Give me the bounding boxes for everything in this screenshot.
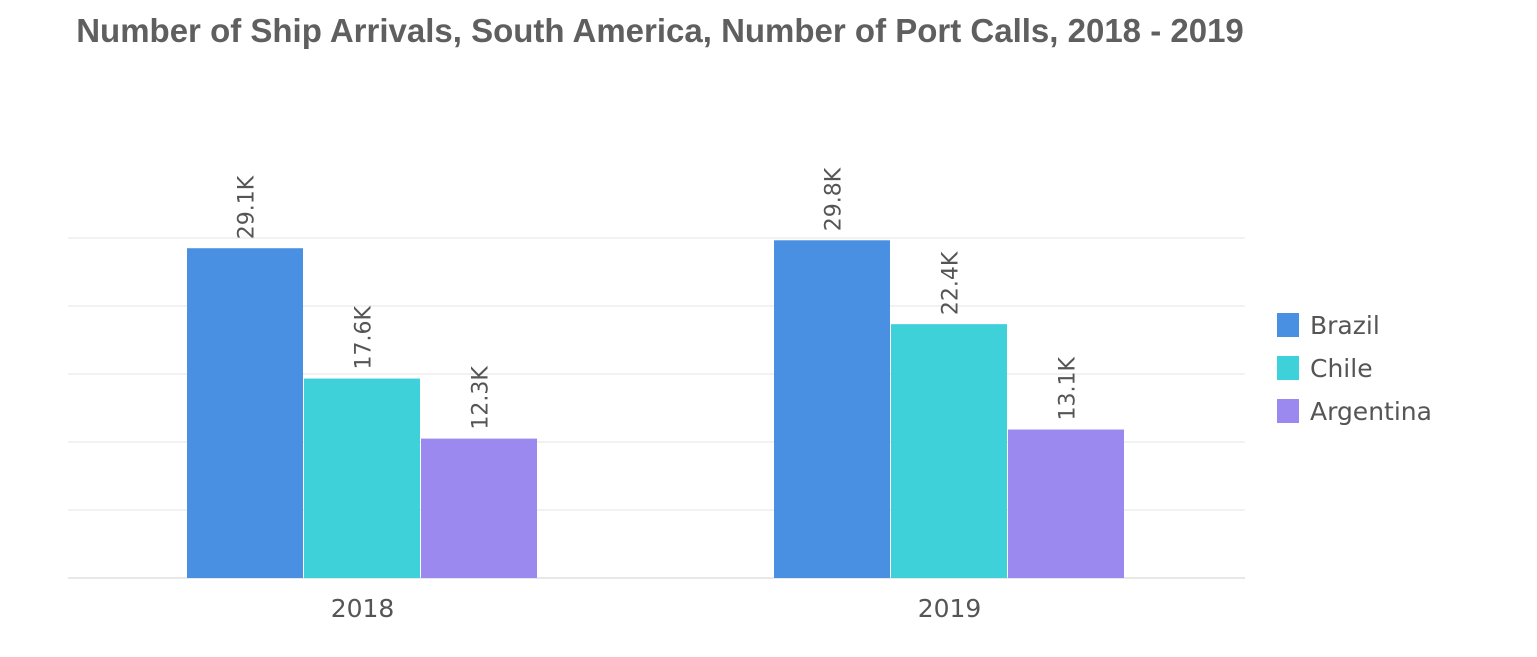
legend-label-brazil[interactable]: Brazil [1310,311,1380,340]
bar-chile-2018[interactable] [304,378,420,578]
bar-argentina-2019[interactable] [1008,429,1124,578]
bar-chile-2019[interactable] [891,324,1007,578]
bar-argentina-2018[interactable] [421,438,537,578]
x-tick-label-2019: 2019 [918,594,982,623]
legend: Brazil Chile Argentina [1277,311,1432,426]
data-label: 29.8K [822,167,847,231]
bar-brazil-2019[interactable] [774,240,890,578]
data-label: 17.6K [352,306,377,370]
x-tick-label-2018: 2018 [331,594,395,623]
legend-swatch-brazil [1277,313,1299,337]
data-label: 12.3K [469,366,494,430]
chart-title: Number of Ship Arrivals, South America, … [76,12,1244,49]
data-label: 22.4K [939,251,964,315]
legend-label-argentina[interactable]: Argentina [1310,397,1432,426]
legend-swatch-argentina [1277,399,1299,423]
data-label: 29.1K [235,175,260,239]
x-axis-labels: 2018 2019 [331,594,982,623]
data-label: 13.1K [1056,357,1081,421]
bars: 29.1K 17.6K 12.3K 29.8K 22.4K 13.1K [187,167,1124,578]
legend-label-chile[interactable]: Chile [1310,354,1373,383]
bar-brazil-2018[interactable] [187,248,303,578]
legend-swatch-chile [1277,356,1299,380]
